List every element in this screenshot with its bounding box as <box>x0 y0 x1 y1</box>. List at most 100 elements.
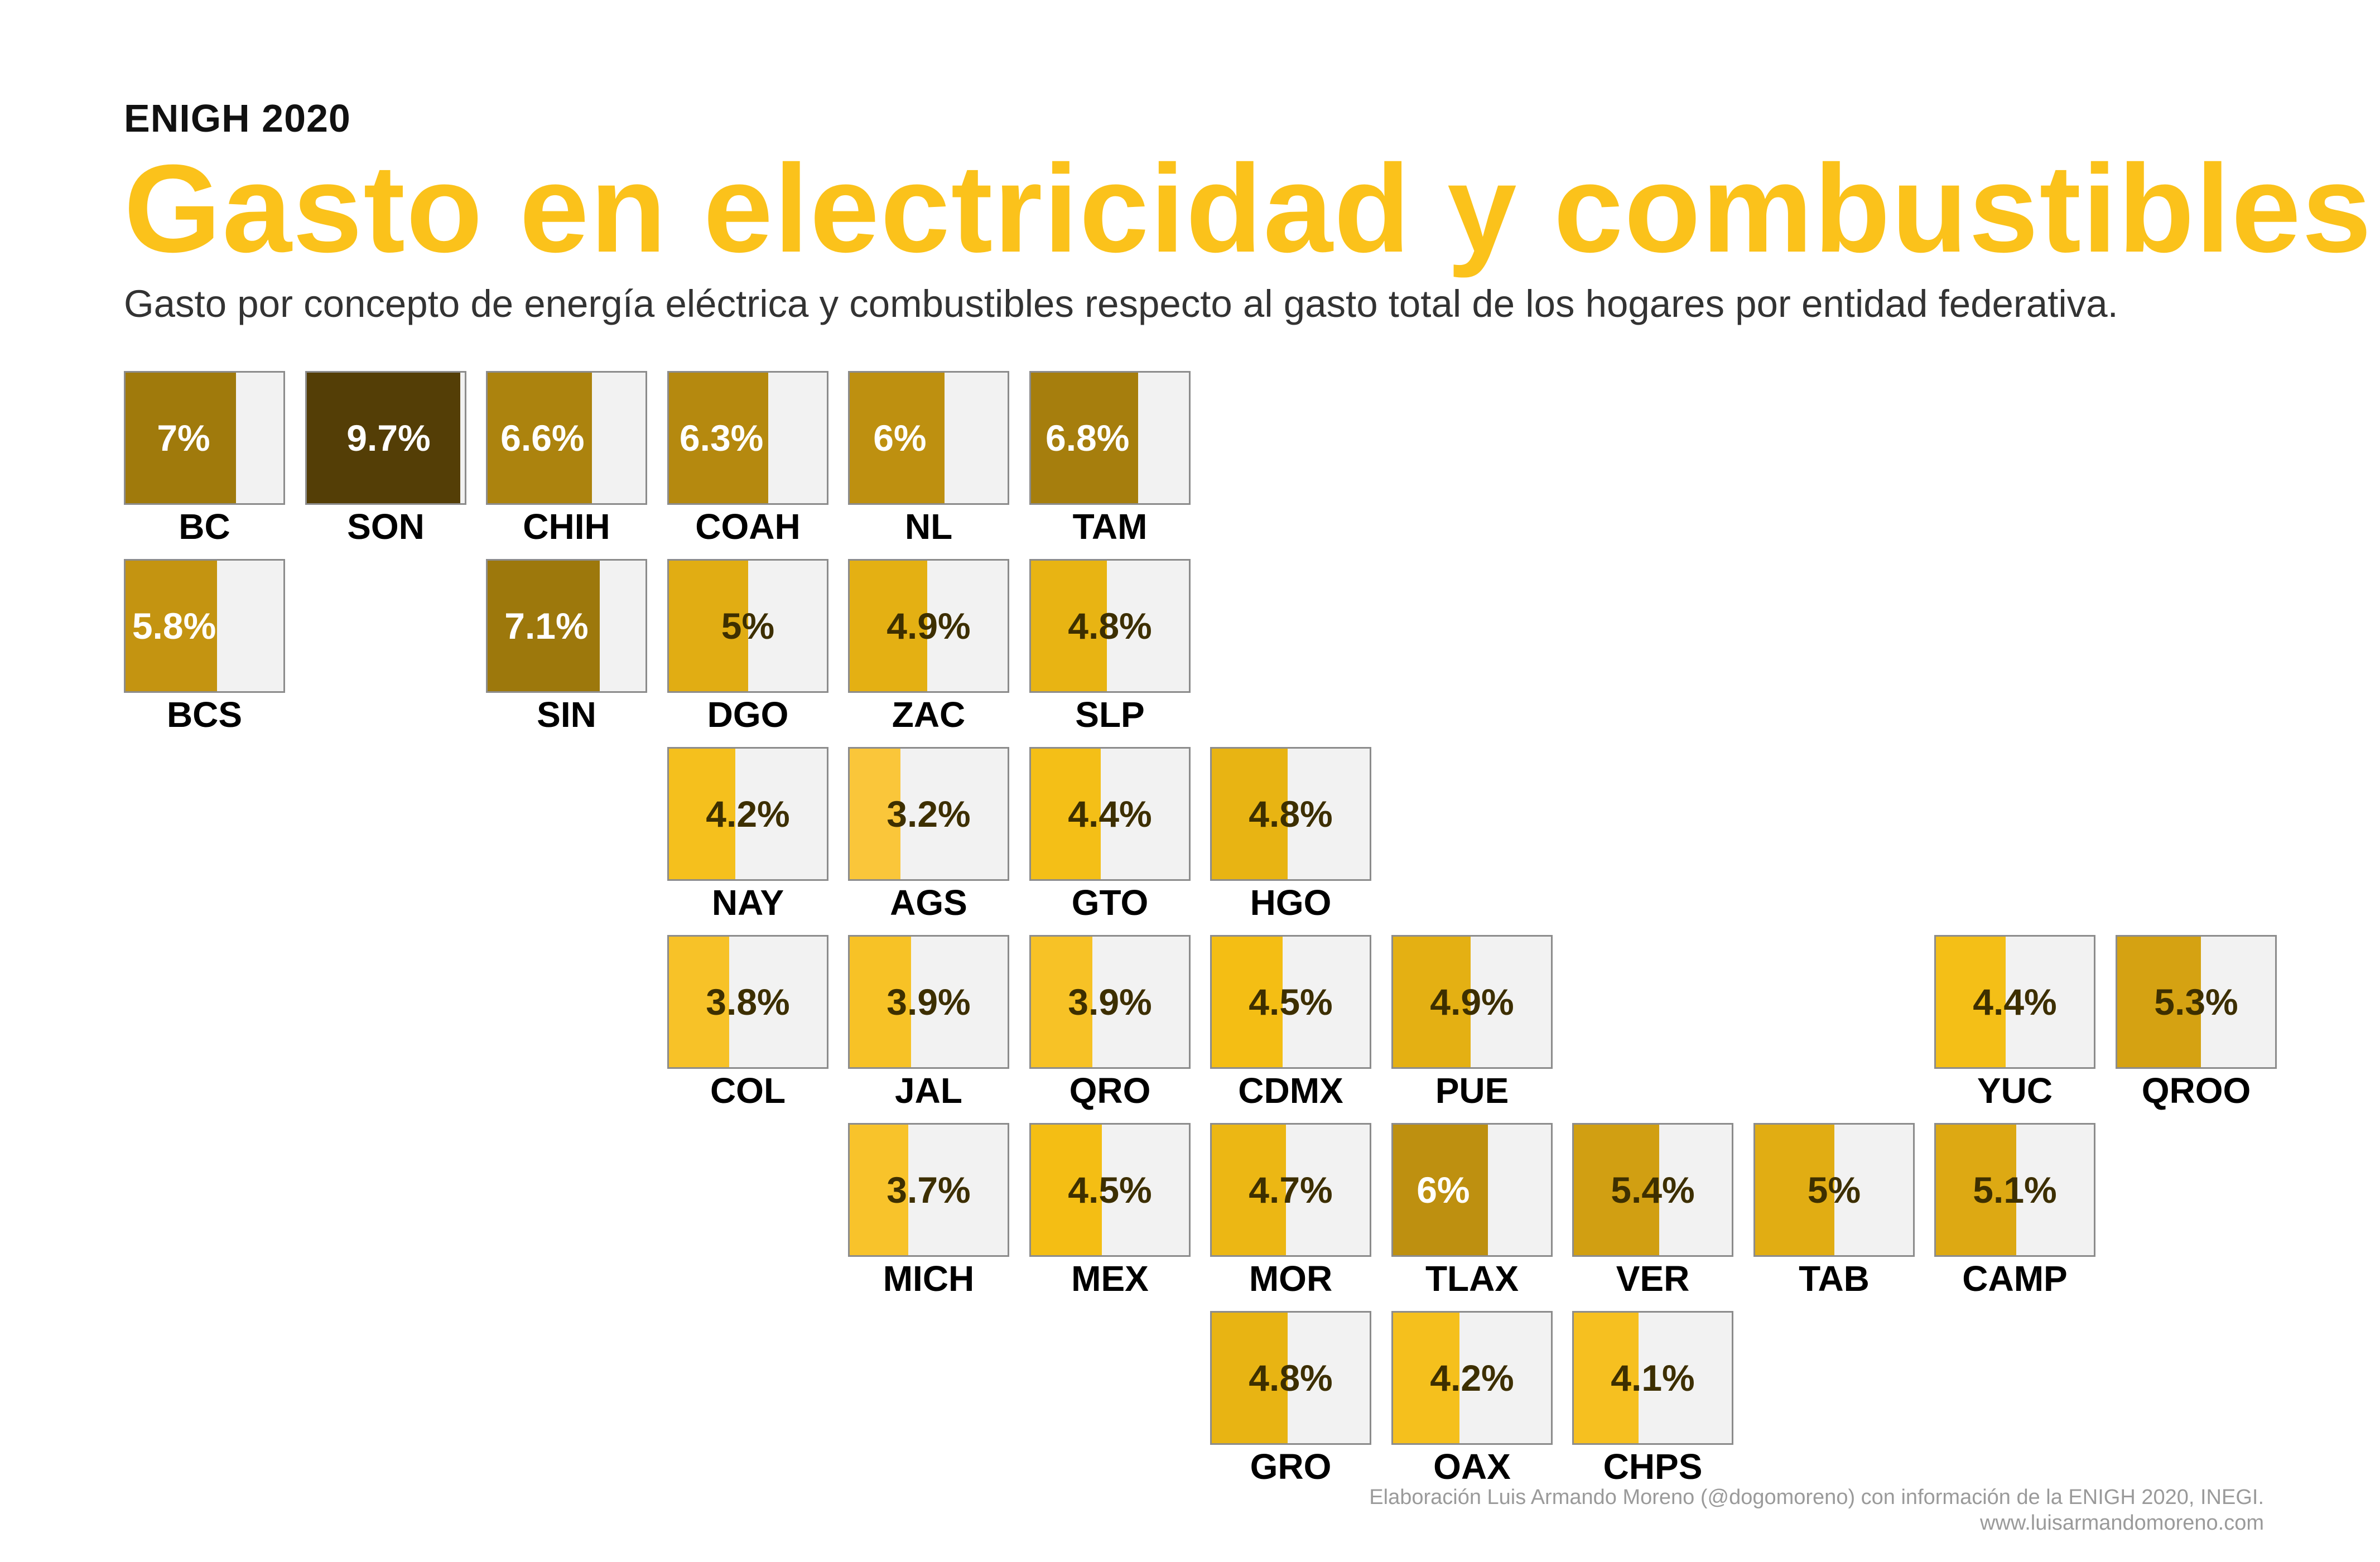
tile-label: CHIH <box>523 507 610 547</box>
tile-chih: 6.6% <box>486 371 647 505</box>
tile-bar <box>1393 1125 1488 1255</box>
tile-bar <box>850 749 900 879</box>
tile-bar <box>850 937 912 1067</box>
tile-bar <box>1393 937 1471 1067</box>
tile-value: 4.2% <box>1430 1357 1514 1399</box>
tile-bar <box>669 749 735 879</box>
tile-jal: 3.9% <box>848 935 1009 1069</box>
tile-label: MOR <box>1249 1259 1333 1299</box>
tile-label: AGS <box>890 883 967 923</box>
tile-bar <box>1574 1125 1659 1255</box>
tile-mor: 4.7% <box>1210 1123 1371 1257</box>
tile-label: COAH <box>695 507 801 547</box>
tile-value: 7% <box>157 417 210 459</box>
tile-yuc: 4.4% <box>1934 935 2095 1069</box>
tile-qroo: 5.3% <box>2116 935 2277 1069</box>
tile-value: 3.8% <box>706 981 790 1023</box>
tile-bcs: 5.8% <box>124 559 285 693</box>
tile-value: 4.4% <box>1973 981 2057 1023</box>
tile-value: 4.1% <box>1611 1357 1695 1399</box>
tile-value: 3.7% <box>887 1169 971 1211</box>
tile-camp: 5.1% <box>1934 1123 2095 1257</box>
tile-value: 6% <box>1417 1169 1470 1211</box>
tile-label: SIN <box>537 695 596 735</box>
tile-label: CHPS <box>1603 1447 1703 1487</box>
tile-bar <box>1755 1125 1834 1255</box>
tile-ags: 3.2% <box>848 747 1009 881</box>
tile-value: 4.9% <box>1430 981 1514 1023</box>
tile-label: QROO <box>2141 1071 2251 1111</box>
tile-value: 5.8% <box>132 605 216 647</box>
tile-bar <box>488 561 600 691</box>
tile-label: DGO <box>707 695 789 735</box>
tile-col: 3.8% <box>667 935 828 1069</box>
tile-label: TAM <box>1072 507 1148 547</box>
tile-bar <box>488 373 592 503</box>
tile-label: SLP <box>1075 695 1145 735</box>
tile-bar <box>1031 373 1139 503</box>
tile-coah: 6.3% <box>667 371 828 505</box>
tile-label: YUC <box>1977 1071 2053 1111</box>
tile-value: 4.8% <box>1068 605 1152 647</box>
tile-label: TAB <box>1799 1259 1870 1299</box>
tile-sin: 7.1% <box>486 559 647 693</box>
tile-value: 5.1% <box>1973 1169 2057 1211</box>
tile-tam: 6.8% <box>1029 371 1191 505</box>
tile-pue: 4.9% <box>1391 935 1553 1069</box>
tile-bar <box>850 373 945 503</box>
tile-value: 4.7% <box>1249 1169 1333 1211</box>
tile-value: 4.5% <box>1068 1169 1152 1211</box>
tile-value: 4.4% <box>1068 793 1152 835</box>
tile-value: 3.2% <box>887 793 971 835</box>
tile-son: 9.7% <box>305 371 466 505</box>
tile-value: 4.9% <box>887 605 971 647</box>
tile-label: GTO <box>1071 883 1149 923</box>
tile-label: JAL <box>895 1071 962 1111</box>
tile-bar <box>1031 749 1101 879</box>
tile-bar <box>126 373 237 503</box>
tile-oax: 4.2% <box>1391 1311 1553 1445</box>
tile-value: 4.5% <box>1249 981 1333 1023</box>
tile-tab: 5% <box>1753 1123 1915 1257</box>
tile-label: BCS <box>166 695 243 735</box>
tile-value: 6.3% <box>679 417 764 459</box>
tile-value: 6.8% <box>1046 417 1130 459</box>
tile-bar <box>1212 1125 1286 1255</box>
tile-mex: 4.5% <box>1029 1123 1191 1257</box>
tile-bar <box>1031 1125 1102 1255</box>
tile-bar <box>1212 937 1283 1067</box>
tile-dgo: 5% <box>667 559 828 693</box>
tile-label: OAX <box>1433 1447 1511 1487</box>
tile-label: MICH <box>883 1259 975 1299</box>
website-link[interactable]: www.luisarmandomoreno.com <box>1980 1511 2264 1535</box>
tile-label: NL <box>904 507 953 547</box>
tile-label: QRO <box>1069 1071 1151 1111</box>
tile-cdmx: 4.5% <box>1210 935 1371 1069</box>
tile-bar <box>1212 1313 1288 1443</box>
tile-bar <box>126 561 218 691</box>
tile-zac: 4.9% <box>848 559 1009 693</box>
kicker: ENIGH 2020 <box>124 97 351 140</box>
tile-bar <box>1936 937 2006 1067</box>
tile-ver: 5.4% <box>1572 1123 1733 1257</box>
tile-label: VER <box>1616 1259 1690 1299</box>
tile-value: 4.8% <box>1249 793 1333 835</box>
tile-bar <box>1393 1313 1459 1443</box>
tile-value: 4.8% <box>1249 1357 1333 1399</box>
tile-value: 3.9% <box>1068 981 1152 1023</box>
tile-chps: 4.1% <box>1572 1311 1733 1445</box>
tile-slp: 4.8% <box>1029 559 1191 693</box>
tile-bar <box>1031 561 1107 691</box>
tile-mich: 3.7% <box>848 1123 1009 1257</box>
tile-bar <box>2117 937 2201 1067</box>
tile-gro: 4.8% <box>1210 1311 1371 1445</box>
tile-bar <box>1031 937 1093 1067</box>
tile-value: 5% <box>721 605 775 647</box>
tile-value: 5.4% <box>1611 1169 1695 1211</box>
tile-label: TLAX <box>1425 1259 1519 1299</box>
chart-subtitle: Gasto por concepto de energía eléctrica … <box>124 282 2118 325</box>
tile-bar <box>1936 1125 2017 1255</box>
tile-bar <box>1212 749 1288 879</box>
tile-label: COL <box>710 1071 786 1111</box>
tile-label: MEX <box>1071 1259 1149 1299</box>
